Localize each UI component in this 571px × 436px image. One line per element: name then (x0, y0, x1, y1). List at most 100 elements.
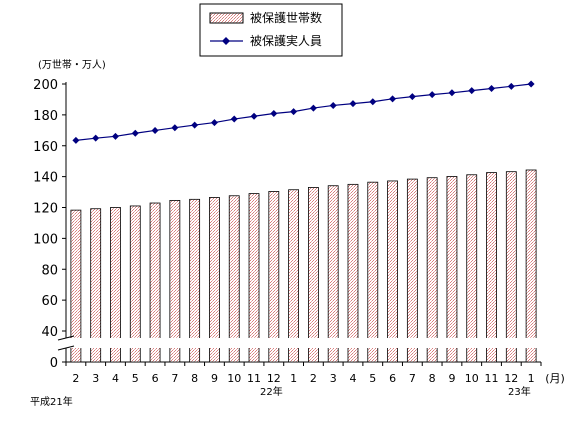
x-tick-label: 11 (247, 372, 261, 385)
line-point (230, 115, 238, 123)
x-tick-label: 8 (429, 372, 436, 385)
line-point (329, 101, 337, 109)
bar (367, 181, 379, 363)
axes (62, 82, 542, 366)
y-tick-label: 200 (33, 78, 58, 93)
x-tick-label: 7 (171, 372, 178, 385)
bar (228, 195, 240, 363)
line-path (75, 83, 532, 141)
x-tick-label: (月) (545, 372, 565, 385)
bar (486, 172, 497, 363)
bar-series (57, 169, 543, 363)
x-tick-label: 3 (92, 372, 99, 385)
x-tick-label: 12 (267, 372, 281, 385)
x-tick-label: 10 (227, 372, 241, 385)
year-label-h21: 平成21年 (30, 395, 73, 408)
x-tick-label: 3 (330, 372, 337, 385)
y-tick-label: 60 (41, 294, 58, 309)
line-point (210, 119, 218, 127)
line-point (72, 136, 80, 144)
x-tick-label: 4 (349, 372, 356, 385)
line-point (290, 108, 298, 116)
x-tick-label: 5 (132, 372, 139, 385)
bar (248, 193, 260, 363)
line-point (309, 104, 317, 112)
x-tick-label: 6 (389, 372, 396, 385)
bar (505, 171, 517, 363)
bar (70, 209, 82, 363)
bar (446, 176, 458, 363)
legend-line-marker (222, 37, 230, 45)
x-tick-label: 8 (191, 372, 198, 385)
bar (347, 183, 359, 363)
bar (466, 174, 478, 363)
line-point (191, 121, 199, 129)
x-tick-label: 2 (72, 372, 79, 385)
y-tick-labels: 0 40 60 80 100 120 140 160 180 200 (33, 78, 58, 371)
x-tick-label: 6 (152, 372, 159, 385)
line-point (349, 100, 357, 108)
line-point (468, 87, 476, 95)
x-tick-label: 12 (504, 372, 518, 385)
line-point (92, 134, 100, 142)
line-point (111, 132, 119, 140)
x-tick-label: 10 (465, 372, 479, 385)
x-tick-label: 9 (448, 372, 455, 385)
y-tick-label: 40 (41, 325, 58, 340)
line-point (428, 91, 436, 99)
line-point (507, 82, 515, 90)
legend: 被保護世帯数 被保護実人員 (199, 3, 343, 57)
bar (327, 185, 339, 363)
line-point (488, 84, 496, 92)
line-point (250, 112, 258, 120)
x-tick-label: 2 (310, 372, 317, 385)
line-point (151, 126, 159, 134)
legend-bar-swatch (209, 12, 244, 24)
y-unit-label: (万世帯・万人) (38, 58, 106, 71)
x-tick-label: 1 (290, 372, 297, 385)
bar (110, 207, 121, 363)
legend-bar-label: 被保護世帯数 (250, 10, 322, 25)
legend-line-label: 被保護実人員 (250, 33, 322, 48)
year-label-22: 22年 (260, 385, 283, 398)
y-tick-label: 80 (41, 263, 58, 278)
y-tick-label: 160 (33, 140, 58, 155)
line-point (369, 98, 377, 106)
x-tick-label: 9 (211, 372, 218, 385)
bar (189, 198, 201, 363)
bar (90, 208, 102, 363)
line-series (72, 80, 535, 144)
line-point (527, 80, 535, 88)
x-tick-label: 1 (528, 372, 535, 385)
x-tick-label: 11 (485, 372, 499, 385)
axis-break-mark (57, 335, 75, 341)
bar (307, 187, 319, 363)
bar (525, 169, 537, 363)
bar (268, 191, 280, 363)
y-tick-label: 100 (33, 232, 58, 247)
y-tick-label: 0 (50, 356, 58, 371)
bar (149, 202, 161, 363)
line-point (408, 93, 416, 101)
year-label-23: 23年 (508, 385, 531, 398)
x-tick-label: 5 (369, 372, 376, 385)
y-tick-label: 180 (33, 109, 58, 124)
bar (209, 197, 220, 363)
bar (129, 205, 141, 363)
line-point (389, 95, 397, 103)
bar (387, 180, 398, 363)
x-tick-labels: 2 3 4 5 6 7 8 9 10 11 12 1 2 3 4 5 6 7 8 9 10 11 12 1 (月) (72, 372, 564, 385)
y-tick-label: 120 (33, 202, 58, 217)
bar (426, 177, 438, 363)
axis-break-mark (57, 345, 75, 351)
bar (288, 189, 300, 363)
x-tick-label: 7 (409, 372, 416, 385)
line-point (448, 89, 456, 97)
line-point (270, 109, 278, 117)
bar (406, 178, 418, 363)
bar (169, 199, 181, 363)
x-tick-label: 4 (112, 372, 119, 385)
line-point (131, 129, 139, 137)
line-point (171, 124, 179, 132)
